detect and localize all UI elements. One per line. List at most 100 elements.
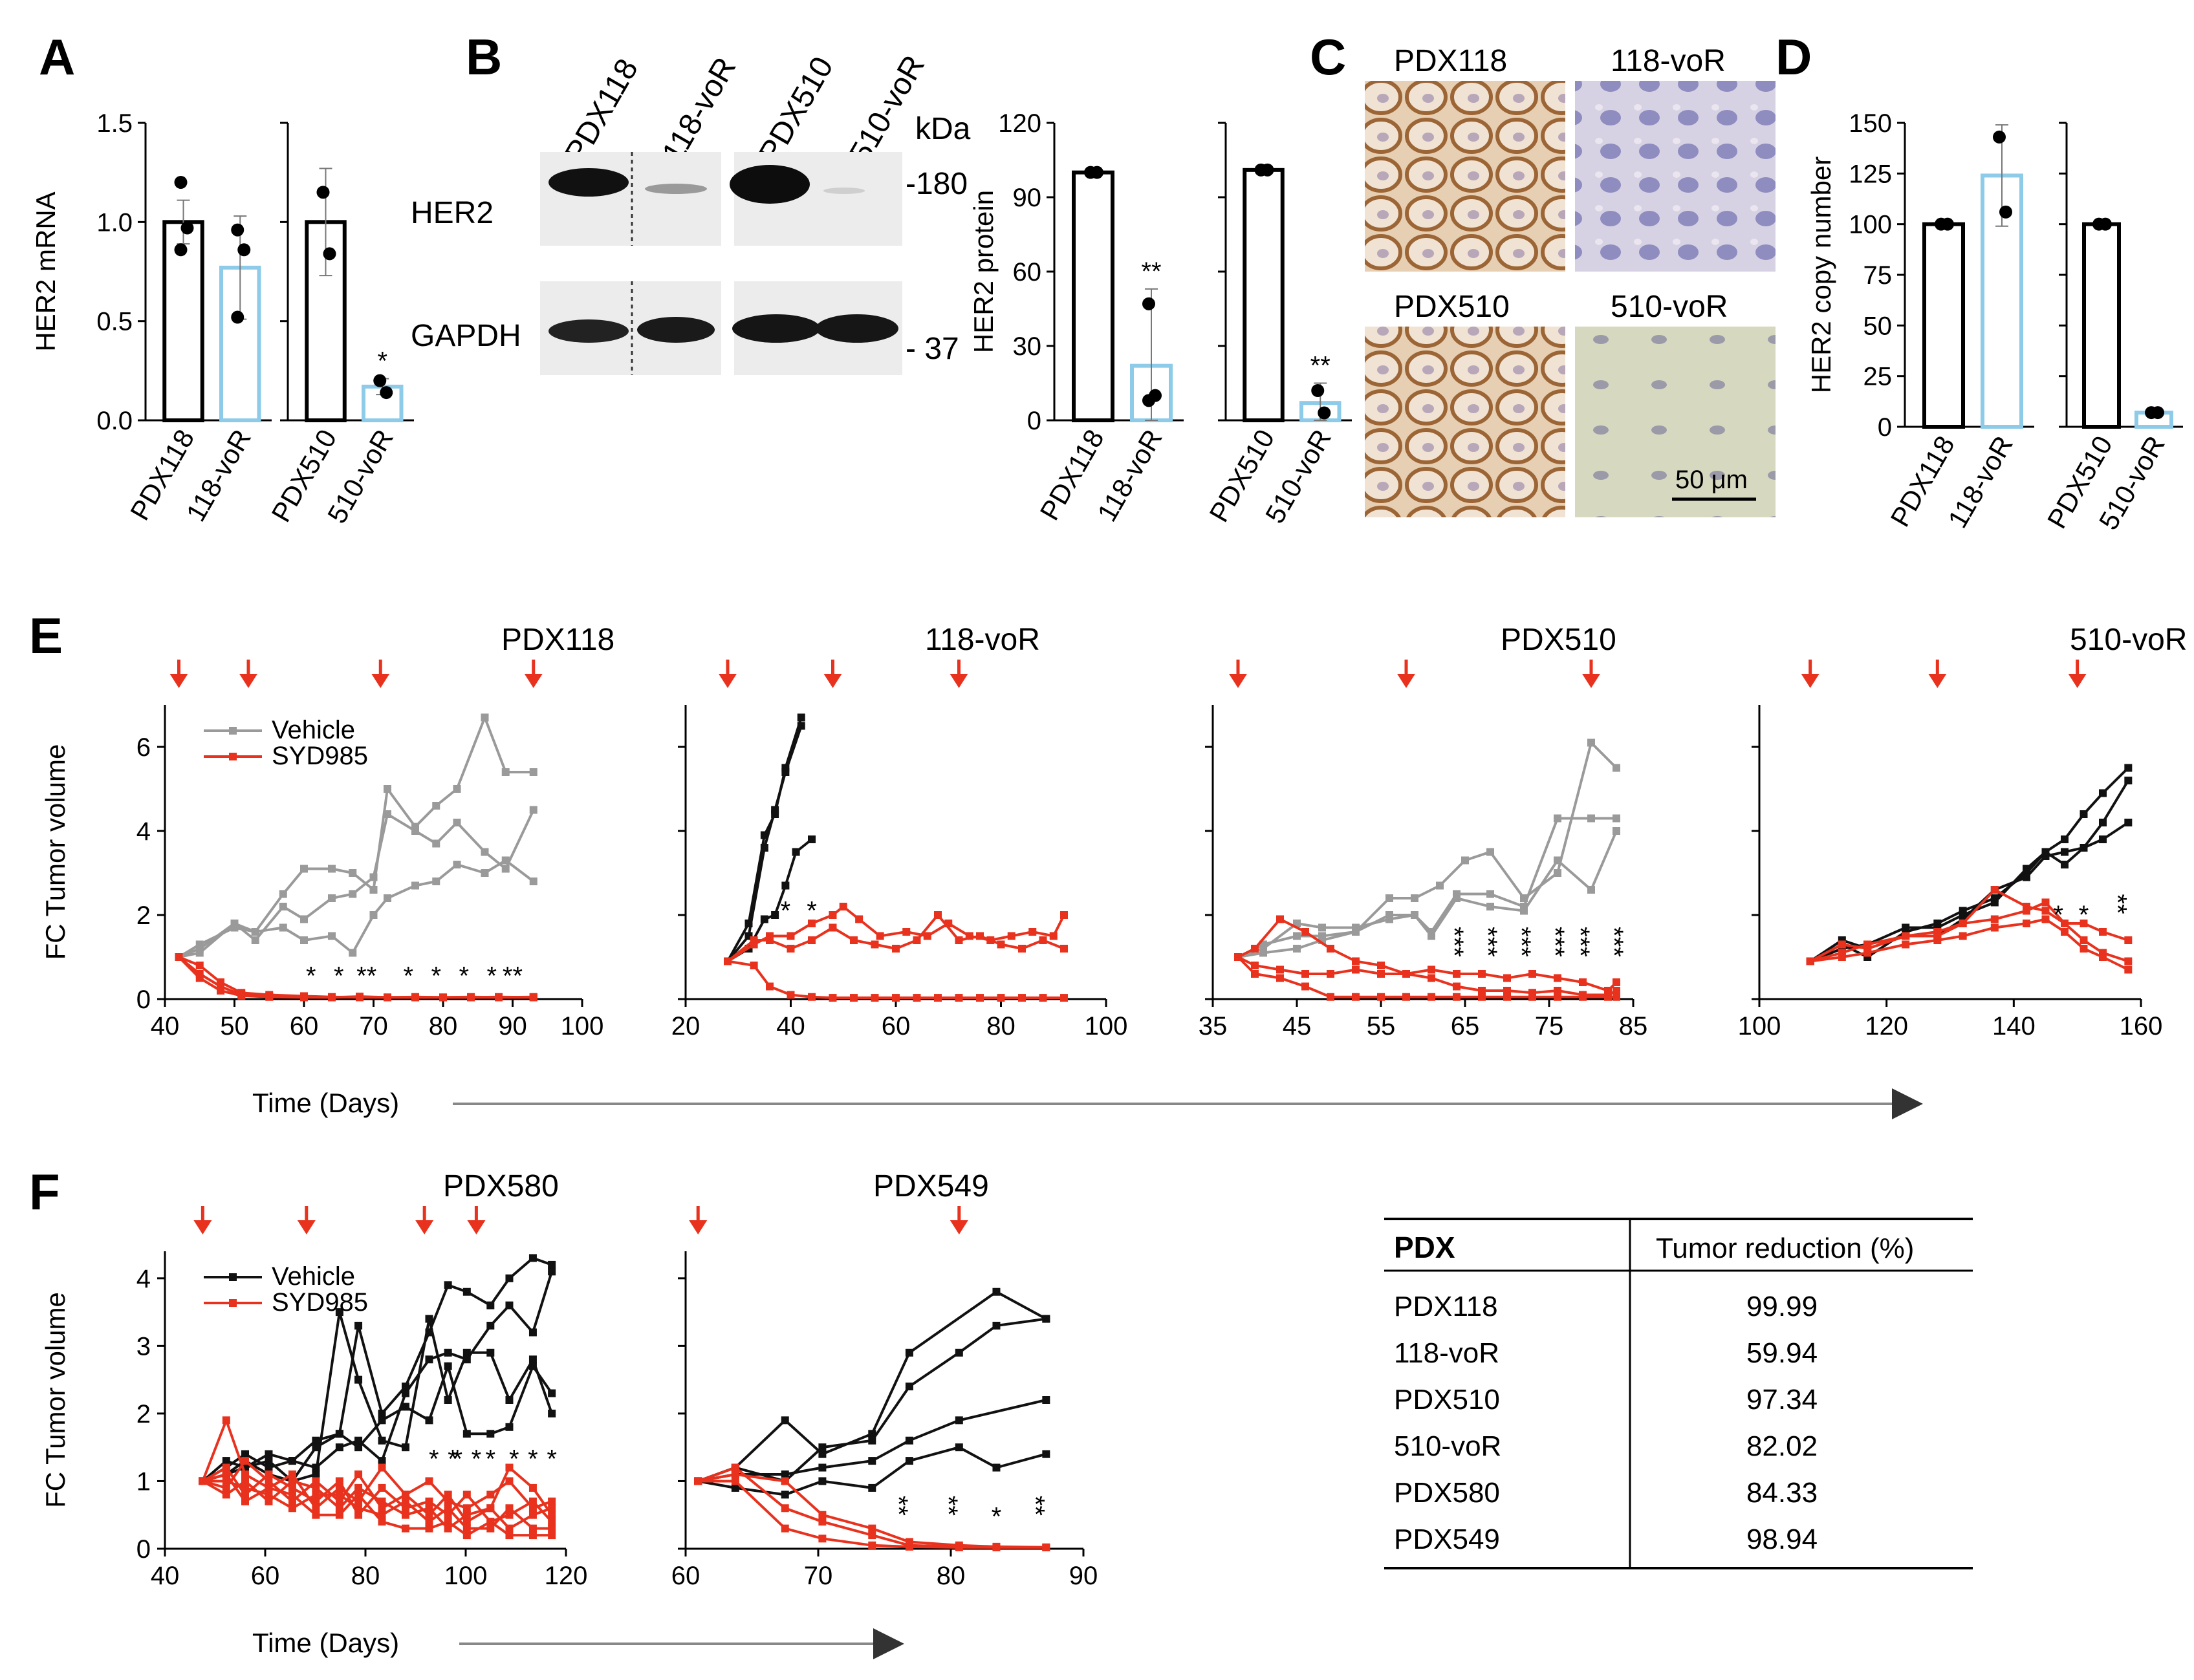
dosing-arrowhead bbox=[689, 1220, 708, 1234]
syd985-point bbox=[505, 1524, 514, 1533]
y-tick-label: 25 bbox=[1863, 363, 1893, 391]
syd985-point bbox=[354, 1504, 363, 1513]
syd985-point bbox=[1453, 970, 1461, 978]
band bbox=[548, 319, 629, 343]
syd985-point bbox=[1428, 974, 1435, 982]
vehicle-point bbox=[1554, 814, 1561, 823]
syd985-point bbox=[1863, 949, 1872, 957]
y-tick-label: 2 bbox=[136, 1400, 151, 1428]
x-tick-label: 75 bbox=[1535, 1012, 1564, 1040]
syd985-point bbox=[1007, 932, 1016, 940]
ihc-image-118vor bbox=[1575, 81, 1776, 272]
significance-mark: * bbox=[547, 1445, 557, 1474]
significance-mark: * bbox=[2079, 901, 2089, 929]
band bbox=[730, 165, 810, 204]
vehicle-point bbox=[432, 839, 440, 848]
vehicle-point bbox=[528, 1254, 537, 1262]
vehicle-point bbox=[2061, 861, 2069, 868]
syd985-point bbox=[528, 1531, 537, 1540]
syd985-point bbox=[2099, 928, 2107, 936]
syd985-point bbox=[1503, 993, 1511, 1001]
syd985-point bbox=[505, 1511, 514, 1519]
syd985-point bbox=[378, 1518, 386, 1526]
syd985-point bbox=[241, 1497, 249, 1505]
syd985-point bbox=[462, 1518, 471, 1526]
syd985-point bbox=[781, 1477, 789, 1485]
syd985-point bbox=[335, 1497, 343, 1505]
syd985-point bbox=[1959, 932, 1967, 940]
data-point bbox=[316, 186, 330, 199]
x-tick-label: 50 bbox=[220, 1012, 249, 1040]
syd985-point bbox=[354, 1470, 363, 1478]
dosing-arrowhead bbox=[1229, 674, 1247, 688]
syd985-point bbox=[444, 1518, 452, 1526]
vehicle-point bbox=[905, 1383, 913, 1391]
syd985-point bbox=[2124, 957, 2133, 965]
syd985-point bbox=[868, 1524, 876, 1533]
x-tick-label: 65 bbox=[1451, 1012, 1480, 1040]
vehicle-point bbox=[529, 878, 538, 885]
vehicle-point bbox=[1293, 945, 1301, 953]
syd985-point bbox=[548, 1497, 556, 1505]
syd985-point bbox=[1060, 945, 1068, 953]
vehicle-point bbox=[1554, 856, 1561, 865]
vehicle-point bbox=[1385, 911, 1393, 919]
syd985-point bbox=[402, 1497, 409, 1505]
syd985-point bbox=[724, 957, 732, 965]
vehicle-point bbox=[279, 903, 287, 910]
syd985-point bbox=[241, 1477, 249, 1485]
syd985-point bbox=[1049, 932, 1058, 940]
syd985-point bbox=[934, 911, 942, 919]
significance-mark: * bbox=[306, 962, 316, 990]
vehicle-point bbox=[955, 1348, 963, 1357]
vehicle-point bbox=[1554, 869, 1561, 877]
syd985-point bbox=[1402, 993, 1410, 1001]
syd985-point bbox=[378, 1463, 386, 1472]
marker-180: -180 bbox=[906, 167, 968, 201]
syd985-point bbox=[1327, 945, 1334, 953]
chart-title: PDX118 bbox=[501, 623, 614, 657]
syd985-point bbox=[829, 994, 837, 1002]
vehicle-point bbox=[486, 1348, 495, 1357]
x-tick-label: 40 bbox=[151, 1012, 180, 1040]
vehicle-point bbox=[354, 1322, 363, 1330]
significance-mark: *** bbox=[1440, 927, 1468, 957]
syd985-point bbox=[1990, 886, 1999, 894]
syd985-point bbox=[1018, 945, 1026, 953]
syd985-point bbox=[222, 1463, 230, 1472]
syd985-point bbox=[425, 1524, 433, 1533]
syd985-point bbox=[222, 1491, 230, 1499]
table-cell-reduction: 82.02 bbox=[1746, 1430, 1818, 1462]
vehicle-point bbox=[328, 932, 336, 940]
syd985-point bbox=[1301, 982, 1309, 991]
panel-label-f: F bbox=[29, 1163, 60, 1220]
vehicle-point bbox=[1990, 898, 1999, 907]
vehicle-point bbox=[1613, 814, 1620, 823]
syd985-point bbox=[1251, 970, 1259, 978]
vehicle-point bbox=[501, 856, 510, 865]
dosing-arrowhead bbox=[297, 1220, 316, 1234]
vehicle-point bbox=[1042, 1396, 1050, 1404]
vehicle-line bbox=[179, 859, 535, 958]
vehicle-line bbox=[1237, 830, 1618, 958]
table-cell-reduction: 99.99 bbox=[1746, 1291, 1818, 1322]
syd985-point bbox=[495, 993, 503, 1002]
y-tick-label: 4 bbox=[136, 1265, 151, 1293]
vehicle-point bbox=[992, 1287, 1001, 1296]
vehicle-point bbox=[781, 1470, 789, 1478]
syd985-point bbox=[175, 953, 183, 961]
x-tick-label: 100 bbox=[1085, 1012, 1128, 1040]
vehicle-point bbox=[2023, 865, 2030, 873]
syd985-point bbox=[402, 1504, 409, 1513]
vehicle-point bbox=[2124, 819, 2133, 826]
vehicle-point bbox=[432, 878, 440, 885]
significance-mark: *** bbox=[1473, 927, 1502, 957]
syd985-point bbox=[288, 1470, 296, 1478]
panel-label-a: A bbox=[39, 28, 75, 85]
vehicle-point bbox=[2061, 848, 2069, 856]
syd985-line bbox=[727, 960, 1064, 999]
syd985-point bbox=[288, 1497, 296, 1505]
syd985-point bbox=[462, 1504, 471, 1513]
syd985-point bbox=[312, 1477, 320, 1485]
vehicle-point bbox=[868, 1483, 876, 1492]
